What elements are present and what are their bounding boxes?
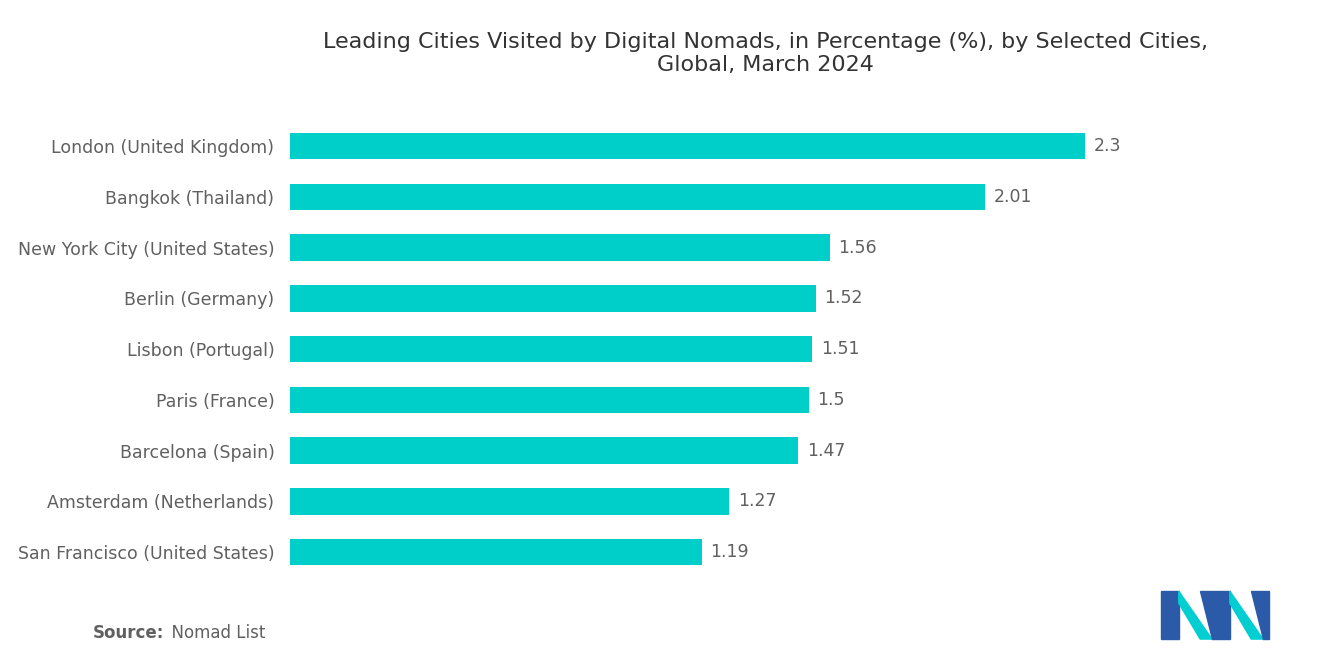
- Bar: [290, 386, 809, 413]
- Bar: [290, 133, 1085, 159]
- Text: 1.52: 1.52: [825, 289, 863, 307]
- Bar: [290, 488, 730, 515]
- Text: 1.27: 1.27: [738, 492, 776, 511]
- Text: 1.5: 1.5: [817, 391, 845, 409]
- Bar: [290, 539, 702, 565]
- Polygon shape: [1200, 591, 1230, 639]
- Text: 1.56: 1.56: [838, 239, 876, 257]
- Text: Source:: Source:: [92, 624, 164, 642]
- Title: Leading Cities Visited by Digital Nomads, in Percentage (%), by Selected Cities,: Leading Cities Visited by Digital Nomads…: [323, 32, 1208, 75]
- Polygon shape: [1251, 591, 1269, 639]
- Bar: [290, 336, 812, 362]
- Text: 2.01: 2.01: [994, 188, 1032, 206]
- Bar: [290, 285, 816, 312]
- Polygon shape: [1230, 591, 1263, 639]
- Text: 1.51: 1.51: [821, 340, 859, 358]
- Text: 1.19: 1.19: [710, 543, 748, 561]
- Bar: [290, 184, 985, 210]
- Polygon shape: [1179, 591, 1212, 639]
- Bar: [290, 438, 799, 464]
- Text: Nomad List: Nomad List: [161, 624, 265, 642]
- Bar: [290, 234, 829, 261]
- Text: 1.47: 1.47: [807, 442, 845, 460]
- Polygon shape: [1162, 591, 1179, 639]
- Text: 2.3: 2.3: [1094, 137, 1122, 155]
